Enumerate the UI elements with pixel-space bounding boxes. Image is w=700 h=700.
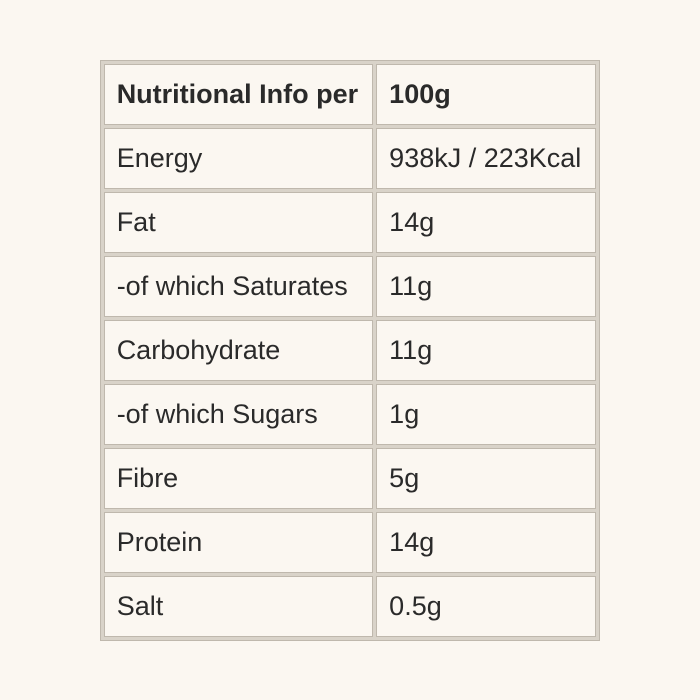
row-label: -of which Sugars xyxy=(104,384,373,445)
row-label: Fat xyxy=(104,192,373,253)
table-row: Fibre 5g xyxy=(104,448,597,509)
table-row: Carbohydrate 11g xyxy=(104,320,597,381)
table-row: Protein 14g xyxy=(104,512,597,573)
nutrition-table-container: Nutritional Info per 100g Energy 938kJ /… xyxy=(100,60,601,641)
header-label: Nutritional Info per xyxy=(104,64,373,125)
row-value: 14g xyxy=(376,512,596,573)
row-label: -of which Saturates xyxy=(104,256,373,317)
row-label: Energy xyxy=(104,128,373,189)
table-row: Salt 0.5g xyxy=(104,576,597,637)
row-label: Carbohydrate xyxy=(104,320,373,381)
table-row: -of which Saturates 11g xyxy=(104,256,597,317)
table-header-row: Nutritional Info per 100g xyxy=(104,64,597,125)
header-value: 100g xyxy=(376,64,596,125)
row-value: 0.5g xyxy=(376,576,596,637)
table-row: Fat 14g xyxy=(104,192,597,253)
row-value: 14g xyxy=(376,192,596,253)
row-label: Salt xyxy=(104,576,373,637)
table-row: -of which Sugars 1g xyxy=(104,384,597,445)
nutrition-table: Nutritional Info per 100g Energy 938kJ /… xyxy=(101,61,600,640)
row-value: 938kJ / 223Kcal xyxy=(376,128,596,189)
row-value: 11g xyxy=(376,320,596,381)
row-label: Fibre xyxy=(104,448,373,509)
row-value: 1g xyxy=(376,384,596,445)
row-value: 5g xyxy=(376,448,596,509)
row-value: 11g xyxy=(376,256,596,317)
table-row: Energy 938kJ / 223Kcal xyxy=(104,128,597,189)
row-label: Protein xyxy=(104,512,373,573)
